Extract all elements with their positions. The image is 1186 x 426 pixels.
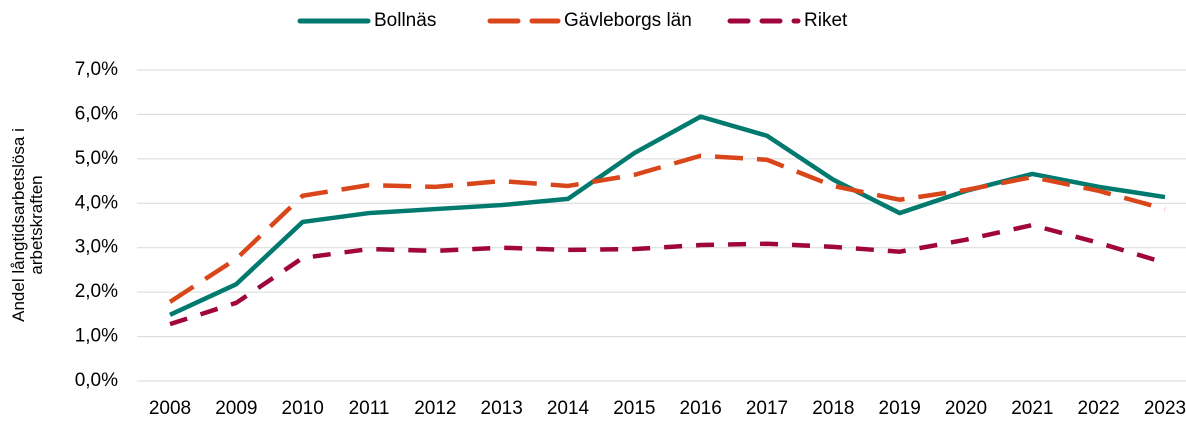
y-tick-label: 7,0% bbox=[75, 59, 118, 80]
x-tick-label: 2014 bbox=[547, 398, 590, 419]
x-tick-label: 2015 bbox=[613, 398, 655, 419]
x-tick-label: 2009 bbox=[215, 398, 257, 419]
x-tick-label: 2012 bbox=[414, 398, 456, 419]
y-tick-label: 0,0% bbox=[75, 370, 118, 391]
x-tick-label: 2013 bbox=[481, 398, 523, 419]
x-tick-label: 2010 bbox=[282, 398, 324, 419]
x-tick-label: 2018 bbox=[812, 398, 854, 419]
y-axis-label-line: arbetskraften bbox=[27, 175, 46, 274]
x-tick-label: 2021 bbox=[1011, 398, 1053, 419]
x-tick-label: 2022 bbox=[1078, 398, 1120, 419]
series-line bbox=[169, 222, 1166, 327]
y-tick-label: 4,0% bbox=[75, 192, 118, 213]
x-tick-label: 2017 bbox=[746, 398, 788, 419]
legend-label: Bollnäs bbox=[374, 10, 436, 31]
y-tick-label: 6,0% bbox=[75, 103, 118, 124]
x-tick-label: 2020 bbox=[945, 398, 987, 419]
y-tick-label: 5,0% bbox=[75, 148, 118, 169]
y-tick-label: 1,0% bbox=[75, 326, 118, 347]
series-line bbox=[169, 114, 1166, 317]
x-tick-label: 2023 bbox=[1144, 398, 1186, 419]
legend-label: Riket bbox=[804, 10, 848, 31]
x-tick-label: 2016 bbox=[680, 398, 722, 419]
x-tick-label: 2011 bbox=[349, 398, 390, 419]
legend-label: Gävleborgs län bbox=[564, 10, 692, 31]
x-tick-label: 2008 bbox=[149, 398, 191, 419]
y-tick-label: 3,0% bbox=[75, 237, 118, 258]
x-tick-label: 2019 bbox=[879, 398, 921, 419]
y-axis-label-line: Andel långtidsarbetslösa i bbox=[9, 128, 28, 322]
y-tick-label: 2,0% bbox=[75, 281, 118, 302]
y-axis-label: Andel långtidsarbetslösa iarbetskraften bbox=[9, 128, 46, 322]
